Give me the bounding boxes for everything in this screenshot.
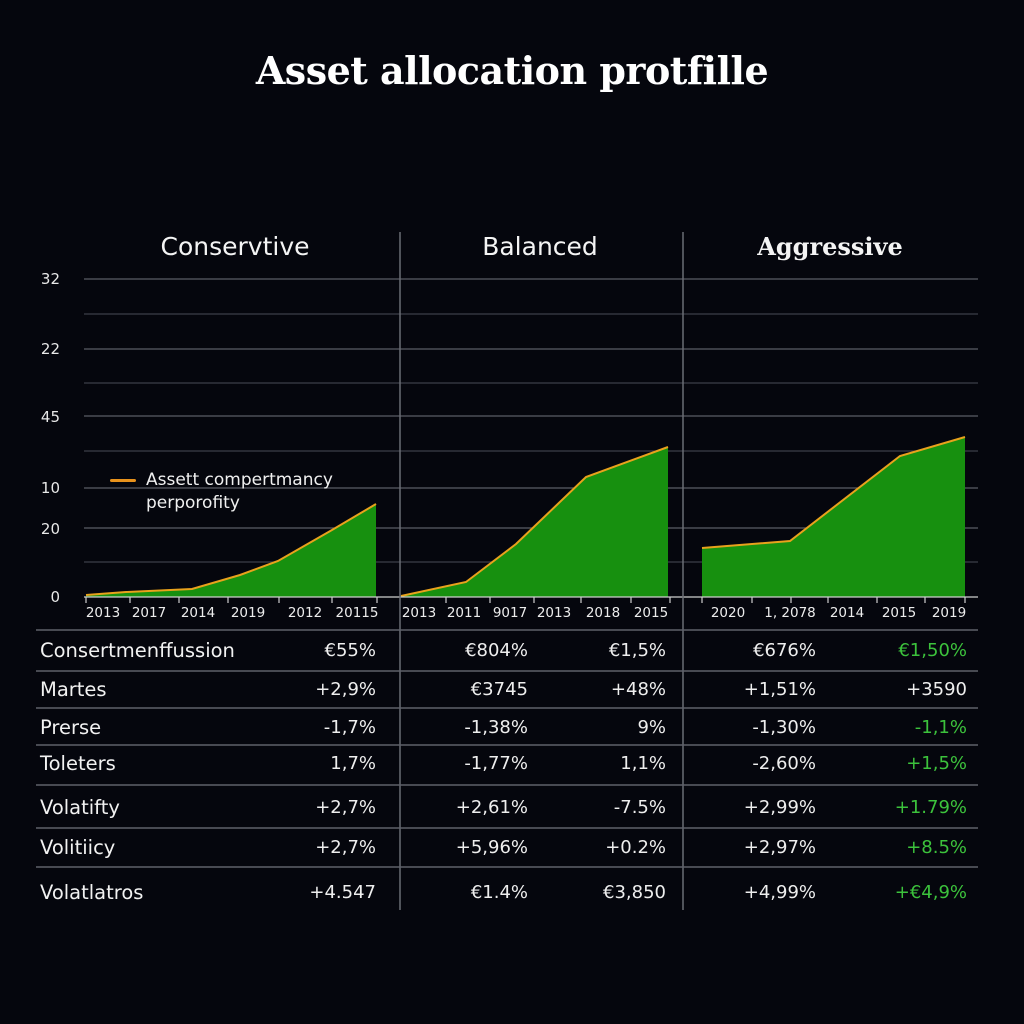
x-tick-label: 2014	[829, 605, 865, 621]
x-tick-label: 2013	[401, 605, 437, 621]
x-tick-label: 2015	[633, 605, 669, 621]
table-cell: +1,5%	[906, 753, 967, 774]
table-cell: €676%	[753, 640, 816, 661]
y-tick-label: 20	[40, 520, 60, 538]
y-tick-label: 45	[40, 408, 60, 426]
panel-title-conservative: Conservtive	[160, 232, 310, 261]
table-row-label: Consertmenffussion	[40, 639, 235, 662]
legend-label: Assett compertmancy perporofity	[146, 470, 333, 513]
x-tick-label: 2015	[881, 605, 917, 621]
x-tick-label: 20115	[335, 605, 379, 621]
table-cell: -1,1%	[914, 717, 967, 738]
area-aggressive	[702, 437, 965, 597]
y-tick-label: 10	[40, 479, 60, 497]
panel-title-aggressive: Aggressive	[757, 232, 903, 261]
table-row-label: Volatlatros	[40, 881, 144, 904]
legend: Assett compertmancy perporofity	[110, 469, 356, 515]
table-cell: €1.4%	[470, 882, 528, 903]
table-row-label: Volitiicy	[40, 836, 116, 859]
table-cell: +5,96%	[455, 837, 528, 858]
table-cell: +1.79%	[894, 797, 967, 818]
x-ticks	[85, 597, 966, 603]
table-cell: +4.547	[309, 882, 376, 903]
table-cell: +€4,9%	[894, 882, 967, 903]
table-cell: 1,7%	[330, 753, 376, 774]
table-cell: -1,30%	[752, 717, 816, 738]
y-tick-label: 0	[50, 588, 60, 606]
table-cell: +2,7%	[315, 837, 376, 858]
line-conservative	[85, 503, 377, 596]
table-cell: -1,38%	[464, 717, 528, 738]
table-cell: +1,51%	[743, 679, 816, 700]
table-cell: -7.5%	[613, 797, 666, 818]
x-tick-label: 2018	[585, 605, 621, 621]
table-cell: +8.5%	[906, 837, 967, 858]
x-tick-label: 2014	[180, 605, 216, 621]
table-cell: 9%	[637, 717, 666, 738]
table-row-label: Volatifty	[40, 796, 120, 819]
x-tick-label: 2012	[287, 605, 323, 621]
table-row-label: Toleters	[40, 752, 116, 775]
gridlines	[84, 278, 978, 563]
table-cell: +4,99%	[743, 882, 816, 903]
table-cell: €55%	[324, 640, 376, 661]
area-conservative	[86, 504, 376, 597]
table-cell: €3745	[470, 679, 528, 700]
table-cell: -2,60%	[752, 753, 816, 774]
table-cell: -1,77%	[464, 753, 528, 774]
table-row-label: Prerse	[40, 716, 102, 739]
table-separators	[36, 629, 978, 868]
x-tick-label: 2017	[131, 605, 167, 621]
table-cell: 1,1%	[620, 753, 666, 774]
x-tick-label: 2013	[536, 605, 572, 621]
panel-title-balanced: Balanced	[482, 232, 598, 261]
table-cell: €1,50%	[898, 640, 967, 661]
line-aggressive	[701, 436, 966, 549]
x-tick-label: 2019	[931, 605, 967, 621]
table-cell: €3,850	[603, 882, 666, 903]
table-cell: +3590	[906, 679, 967, 700]
y-tick-label: 22	[40, 340, 60, 358]
y-tick-label: 32	[40, 270, 60, 288]
x-tick-label: 2019	[230, 605, 266, 621]
x-tick-label: 2013	[85, 605, 121, 621]
table-cell: +2,99%	[743, 797, 816, 818]
table-cell: €804%	[465, 640, 528, 661]
x-tick-label: 2020	[710, 605, 746, 621]
table-cell: +0.2%	[605, 837, 666, 858]
table-cell: -1,7%	[323, 717, 376, 738]
x-tick-label: 1, 2078	[764, 605, 816, 621]
table-cell: +2,97%	[743, 837, 816, 858]
table-cell: +2,7%	[315, 797, 376, 818]
x-tick-label: 9017	[492, 605, 528, 621]
table-cell: +2,61%	[455, 797, 528, 818]
table-cell: +48%	[610, 679, 666, 700]
line-balanced	[400, 446, 669, 597]
page-title: Asset allocation protfille	[255, 48, 769, 93]
legend-swatch-line	[110, 479, 136, 482]
table-cell: €1,5%	[608, 640, 666, 661]
x-tick-label: 2011	[446, 605, 482, 621]
area-balanced	[401, 447, 668, 597]
table-cell: +2,9%	[315, 679, 376, 700]
table-row-label: Martes	[40, 678, 107, 701]
